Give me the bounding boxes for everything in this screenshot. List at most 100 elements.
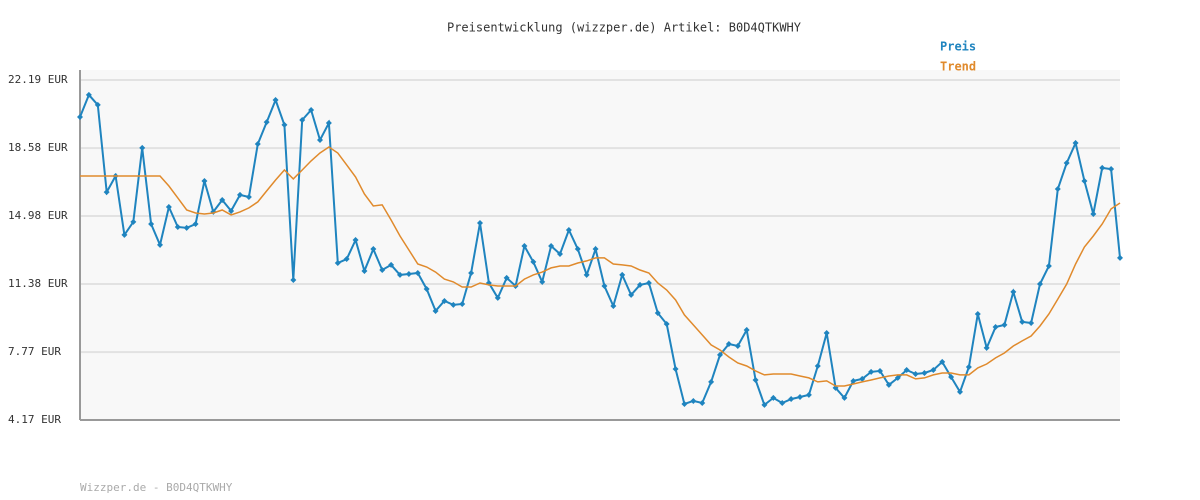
- data-point: [628, 291, 635, 298]
- data-point: [94, 101, 101, 108]
- data-point: [1090, 210, 1097, 217]
- data-point: [850, 377, 857, 384]
- data-point: [930, 367, 937, 373]
- data-point: [174, 223, 181, 230]
- data-point: [965, 363, 972, 370]
- data-point: [637, 281, 643, 288]
- data-point: [308, 107, 315, 113]
- data-point: [468, 270, 475, 277]
- data-point: [299, 117, 306, 123]
- data-point: [1019, 318, 1026, 325]
- data-point: [1028, 320, 1035, 327]
- data-point: [1108, 166, 1115, 173]
- data-point: [601, 283, 608, 290]
- data-point: [1045, 263, 1052, 270]
- data-point: [157, 241, 163, 248]
- data-point: [885, 381, 892, 388]
- data-point: [654, 310, 661, 317]
- data-point: [894, 374, 901, 381]
- data-point: [1099, 164, 1106, 171]
- data-point: [397, 271, 403, 278]
- data-point: [272, 97, 279, 103]
- data-point: [503, 274, 510, 281]
- data-point: [219, 197, 226, 203]
- data-point: [459, 300, 466, 307]
- data-point: [574, 246, 581, 253]
- data-point: [139, 144, 146, 151]
- data-point: [761, 401, 768, 408]
- y-tick-label: 7.77 EUR: [8, 345, 61, 358]
- data-point: [619, 271, 626, 278]
- data-point: [237, 191, 243, 198]
- data-point: [521, 243, 528, 250]
- data-point: [974, 310, 981, 317]
- data-point: [103, 189, 110, 196]
- data-point: [423, 286, 430, 293]
- data-point: [814, 363, 821, 370]
- data-point: [610, 303, 617, 310]
- data-point: [539, 278, 546, 285]
- data-point: [130, 218, 137, 225]
- data-point: [361, 267, 368, 274]
- data-point: [201, 177, 208, 184]
- data-point: [690, 397, 697, 404]
- data-point: [317, 137, 323, 143]
- data-point: [797, 393, 803, 400]
- data-point: [841, 394, 848, 401]
- data-point: [325, 120, 332, 127]
- data-point: [352, 237, 359, 243]
- data-point: [957, 388, 963, 395]
- data-point: [903, 367, 910, 373]
- data-point: [290, 277, 297, 283]
- data-point: [681, 400, 688, 407]
- data-point: [245, 193, 252, 200]
- data-point: [165, 203, 172, 210]
- data-point: [1054, 186, 1061, 193]
- y-tick-label: 11.38 EUR: [8, 277, 68, 290]
- chart-title: Preisentwicklung (wizzper.de) Artikel: B…: [447, 21, 802, 35]
- data-point: [779, 400, 786, 407]
- data-point: [334, 260, 341, 267]
- data-point: [983, 344, 990, 351]
- data-point: [432, 307, 439, 314]
- data-point: [565, 227, 572, 233]
- data-point: [770, 394, 777, 401]
- data-point: [263, 119, 270, 126]
- data-point: [121, 231, 128, 238]
- data-point: [859, 375, 866, 382]
- data-point: [672, 366, 679, 373]
- data-point: [148, 220, 155, 227]
- data-point: [725, 340, 732, 347]
- data-point: [450, 301, 457, 308]
- data-point: [343, 256, 350, 263]
- data-point: [388, 261, 395, 268]
- data-point: [868, 368, 875, 375]
- data-point: [494, 294, 501, 301]
- data-point: [254, 140, 261, 147]
- data-point: [788, 396, 795, 403]
- y-tick-label: 4.17 EUR: [8, 413, 61, 426]
- data-point: [592, 246, 599, 253]
- data-point: [921, 370, 928, 377]
- data-point: [1072, 140, 1079, 147]
- data-point: [823, 330, 830, 337]
- data-point: [379, 267, 386, 273]
- data-point: [281, 121, 288, 128]
- y-tick-label: 14.98 EUR: [8, 209, 68, 222]
- data-point: [805, 391, 812, 398]
- data-point: [441, 297, 448, 304]
- data-point: [752, 377, 759, 383]
- data-point: [663, 320, 670, 327]
- series-line: [80, 146, 1121, 387]
- data-point: [912, 370, 919, 377]
- y-tick-label: 18.58 EUR: [8, 141, 68, 154]
- plot-area: [80, 70, 1120, 420]
- data-point: [370, 246, 377, 253]
- y-tick-label: 22.19 EUR: [8, 73, 68, 86]
- data-point: [948, 373, 955, 380]
- data-point: [183, 224, 190, 231]
- data-point: [1117, 254, 1123, 261]
- series-line: [79, 93, 1121, 407]
- data-point: [717, 351, 723, 358]
